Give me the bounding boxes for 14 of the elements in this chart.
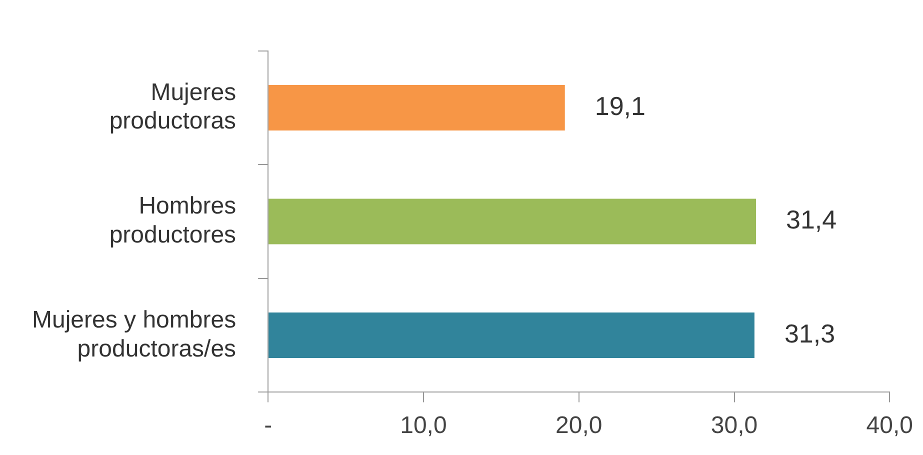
y-tick-label: Hombres productores [109, 192, 236, 249]
bar [268, 312, 754, 358]
bar [268, 84, 565, 130]
data-label: 19,1 [594, 90, 646, 121]
y-tick-label: Mujeres y hombres productoras/es [32, 306, 236, 362]
x-tick-label: 30,0 [710, 412, 758, 440]
x-tick-label: - [264, 412, 272, 440]
x-tick-label: 40,0 [866, 412, 914, 440]
data-label: 31,3 [784, 318, 836, 348]
data-label: 31,4 [786, 204, 837, 235]
bar [268, 198, 756, 244]
x-tick-label: 20,0 [556, 412, 602, 440]
x-tick-label: 10,0 [400, 412, 447, 440]
y-tick-label: Mujeres productoras [109, 78, 236, 135]
